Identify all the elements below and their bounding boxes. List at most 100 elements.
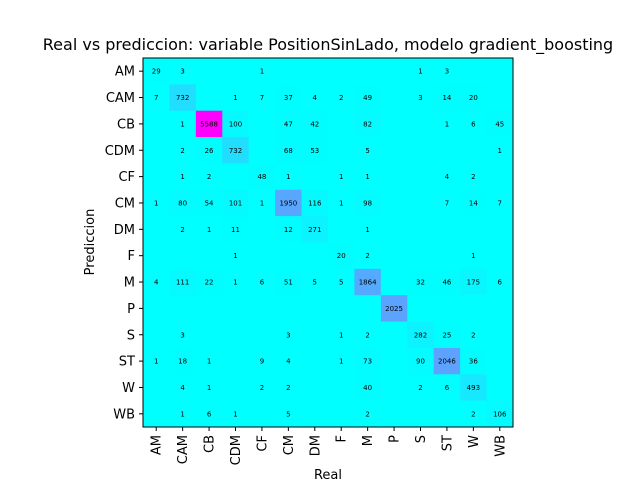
heatmap-cell: [301, 58, 329, 85]
cell-value-label: 51: [284, 279, 293, 287]
heatmap-cell: [328, 268, 355, 296]
cell-value-label: 2: [207, 173, 211, 181]
heatmap-cell: [195, 242, 223, 270]
cell-value-label: 1: [180, 410, 184, 418]
cell-value-label: 5588: [200, 120, 218, 128]
x-tick-label: CB: [203, 435, 218, 453]
heatmap-cell: [433, 347, 461, 375]
y-tick-label: F: [128, 249, 135, 264]
cell-value-label: 90: [416, 358, 425, 366]
cell-value-label: 111: [176, 279, 189, 287]
cell-value-label: 47: [284, 120, 293, 128]
heatmap-cell: [433, 295, 461, 322]
heatmap-cell: [380, 137, 408, 164]
heatmap-cell: [301, 163, 329, 191]
cell-value-label: 1: [180, 120, 184, 128]
heatmap-cell: [301, 347, 329, 375]
cell-value-label: 1: [233, 94, 237, 102]
heatmap-cell: [328, 295, 355, 322]
cell-value-label: 1: [207, 358, 211, 366]
heatmap-cell: [195, 137, 223, 164]
cell-value-label: 7: [154, 94, 158, 102]
cell-value-label: 2: [418, 384, 422, 392]
cell-value-label: 32: [416, 279, 425, 287]
heatmap-cell: [169, 400, 197, 428]
heatmap-cell: [248, 374, 276, 402]
y-tick-label: S: [127, 328, 135, 343]
heatmap-cell: [354, 268, 382, 296]
heatmap-cell: [328, 110, 355, 138]
heatmap-cell: [354, 163, 382, 191]
heatmap-cell: [354, 58, 382, 85]
cell-value-label: 5: [286, 410, 290, 418]
y-tick-label: CF: [118, 170, 135, 185]
cell-value-label: 6: [471, 120, 476, 128]
heatmap-cell: [486, 268, 514, 296]
heatmap-cell: [407, 84, 435, 112]
heatmap-cell: [433, 110, 461, 138]
cell-value-label: 1: [154, 199, 158, 207]
heatmap-cell: [195, 295, 223, 322]
cell-value-label: 4: [154, 279, 159, 287]
heatmap-cell: [222, 189, 250, 217]
heatmap-cell: [222, 110, 250, 138]
heatmap-cell: [354, 400, 382, 428]
heatmap-cell: [380, 400, 408, 428]
y-tick-label: AM: [115, 65, 135, 80]
cell-value-label: 1: [471, 252, 475, 260]
cell-value-label: 493: [467, 384, 480, 392]
heatmap-cell: [143, 189, 170, 217]
heatmap-cell: [195, 374, 223, 402]
heatmap-cell: [143, 374, 170, 402]
y-tick-label: CAM: [106, 91, 135, 106]
heatmap-cell: [460, 321, 487, 349]
heatmap-cell: [169, 321, 197, 349]
heatmap-cell: [486, 216, 514, 243]
cell-value-label: 4: [180, 384, 185, 392]
cell-value-label: 2: [471, 410, 475, 418]
heatmap-cell: [169, 295, 197, 322]
heatmap-cell: [460, 84, 487, 112]
cell-value-label: 1: [418, 68, 422, 76]
heatmap-cell: [407, 137, 435, 164]
heatmap-cell: [486, 84, 514, 112]
cell-value-label: 98: [363, 199, 372, 207]
cell-value-label: 6: [207, 410, 212, 418]
heatmap-cell: [301, 137, 329, 164]
y-axis-label: Prediccion: [83, 209, 98, 276]
heatmap-cell: [486, 400, 514, 428]
heatmap-cell: [143, 268, 170, 296]
cell-value-label: 1: [339, 199, 343, 207]
heatmap-cell: [169, 137, 197, 164]
y-tick-label: P: [127, 302, 135, 317]
heatmap-cell: [169, 347, 197, 375]
cell-value-label: 3: [286, 331, 290, 339]
heatmap-cell: [407, 347, 435, 375]
heatmap-cell-labels: 29 3 1 1 37 732 1 7 37 4 2 49 3 14 201 5588 100 47 42 82 1 6 4…: [152, 68, 507, 419]
heatmap-cell: [354, 137, 382, 164]
heatmap-cell: [143, 321, 170, 349]
cell-value-label: 20: [469, 94, 478, 102]
heatmap-cell: [195, 58, 223, 85]
heatmap-cell: [407, 295, 435, 322]
heatmap-cell: [275, 268, 302, 296]
heatmap-cell: [248, 242, 276, 270]
heatmap-cell: [460, 347, 487, 375]
cell-value-label: 2: [260, 384, 264, 392]
heatmap-cell: [169, 216, 197, 243]
cell-value-label: 25: [442, 331, 451, 339]
heatmap-cell: [407, 163, 435, 191]
heatmap-cell: [275, 400, 302, 428]
x-tick-label: F: [335, 435, 350, 442]
heatmap-cell: [222, 347, 250, 375]
heatmap-cell: [460, 163, 487, 191]
cell-value-label: 7: [445, 199, 449, 207]
heatmap-cell: [195, 347, 223, 375]
cell-value-label: 4: [445, 173, 450, 181]
cell-value-label: 68: [284, 147, 293, 155]
heatmap-cell: [301, 268, 329, 296]
x-axis-label: Real: [314, 468, 342, 480]
cell-value-label: 73: [363, 358, 372, 366]
heatmap-cell: [486, 58, 514, 85]
heatmap-cell: [143, 84, 170, 112]
